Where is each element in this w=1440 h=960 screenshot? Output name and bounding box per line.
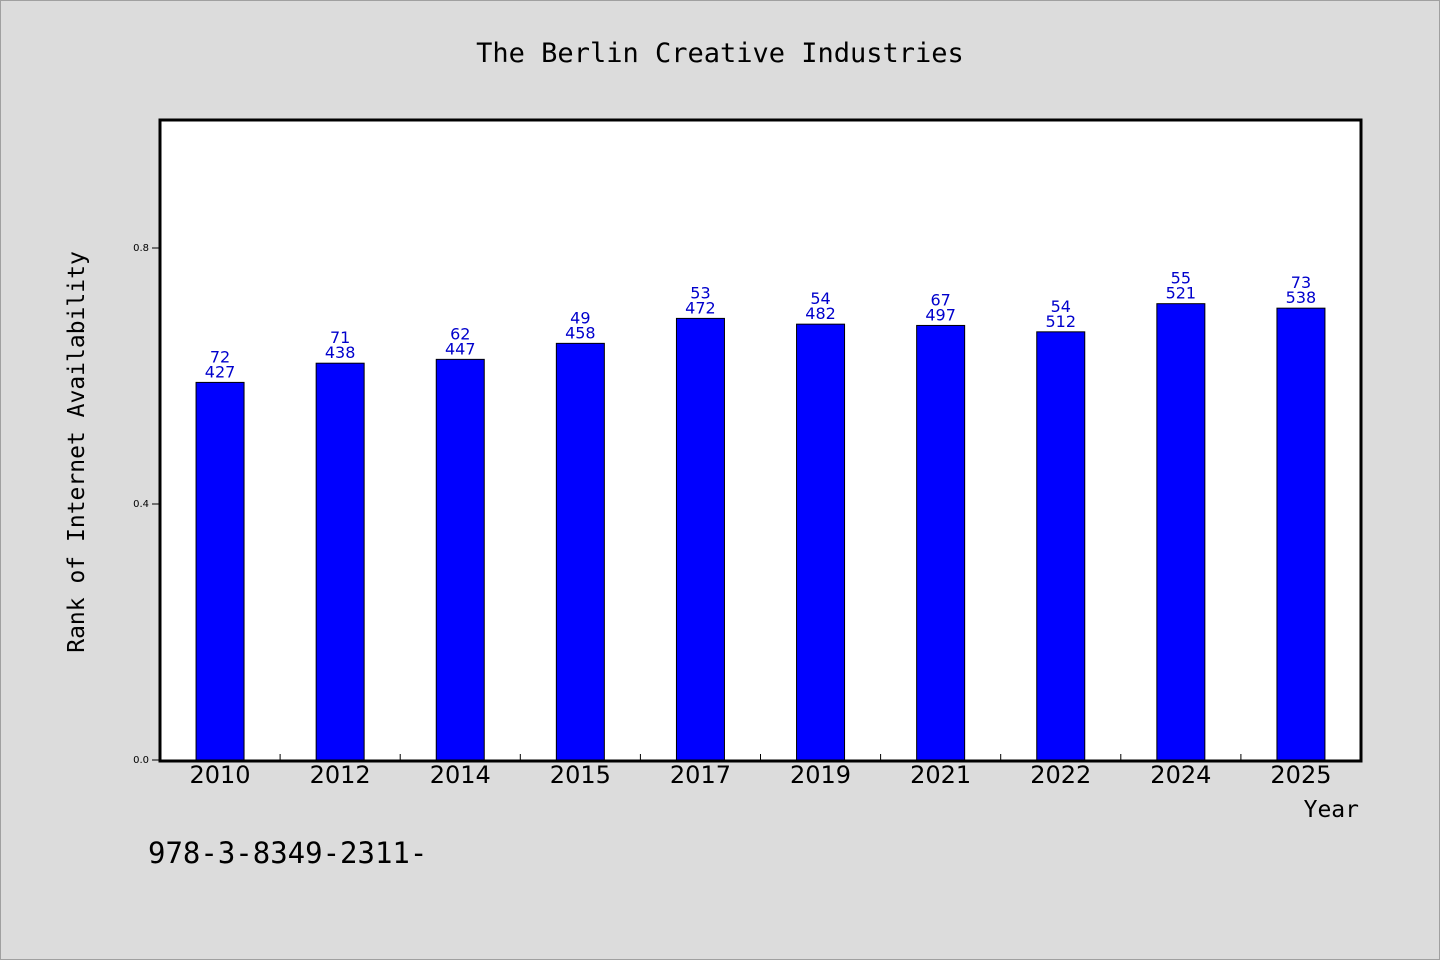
data-label-bottom: 497	[925, 305, 956, 324]
x-tick-label: 2017	[670, 761, 731, 789]
data-label-bottom: 438	[325, 343, 356, 362]
data-label-bottom: 521	[1166, 284, 1197, 303]
y-tick-label: 0.0	[133, 755, 149, 766]
x-tick-label: 2025	[1270, 761, 1331, 789]
data-label-top: 73	[1291, 273, 1311, 292]
bar-2024	[1156, 303, 1206, 761]
data-label-bottom: 472	[685, 298, 716, 317]
bar-2015	[555, 342, 605, 761]
x-tick-label: 2022	[1030, 761, 1091, 789]
bar-2025	[1276, 307, 1326, 761]
data-label-top: 55	[1171, 269, 1191, 288]
bar-2010	[195, 381, 245, 761]
data-label-top: 49	[570, 308, 590, 327]
x-axis-label: Year	[1304, 797, 1359, 823]
data-label-bottom: 512	[1045, 312, 1076, 331]
data-label-top: 54	[810, 289, 830, 308]
y-axis-label: Rank of Internet Availability	[64, 251, 90, 653]
data-label-top: 62	[450, 324, 470, 343]
chart-title: The Berlin Creative Industries	[476, 38, 964, 69]
data-label-bottom: 447	[445, 339, 476, 358]
data-label-bottom: 538	[1286, 288, 1317, 307]
x-tick-label: 2019	[790, 761, 851, 789]
x-tick-label: 2014	[430, 761, 491, 789]
data-label-top: 53	[690, 283, 710, 302]
bar-2014	[435, 358, 485, 761]
data-label-bottom: 482	[805, 304, 836, 323]
y-tick-label: 0.8	[133, 243, 149, 254]
data-label-bottom: 427	[205, 362, 236, 381]
x-tick-label: 2012	[310, 761, 371, 789]
y-tick-label: 0.4	[133, 499, 149, 510]
bar-series	[195, 303, 1326, 761]
data-label-top: 72	[210, 347, 230, 366]
footnote: 978-3-8349-2311-	[148, 836, 427, 870]
x-tick-label: 2015	[550, 761, 611, 789]
x-tick-label: 2021	[910, 761, 971, 789]
x-tick-label: 2024	[1150, 761, 1211, 789]
bar-2019	[796, 323, 846, 761]
x-axis-ticks: 2010 2012 2014 2015 2017 2019 2021 2022 2024 2025	[190, 754, 1331, 789]
data-label-top: 54	[1051, 297, 1071, 316]
data-label-bottom: 458	[565, 323, 596, 342]
data-label-top: 67	[930, 290, 950, 309]
y-axis-ticks: 0.0 0.4 0.8	[133, 243, 160, 766]
bar-2022	[1036, 331, 1086, 761]
bar-2017	[675, 317, 725, 761]
data-label-top: 71	[330, 328, 350, 347]
bar-2012	[315, 362, 365, 761]
bar-2021	[916, 324, 966, 761]
x-tick-label: 2010	[190, 761, 251, 789]
